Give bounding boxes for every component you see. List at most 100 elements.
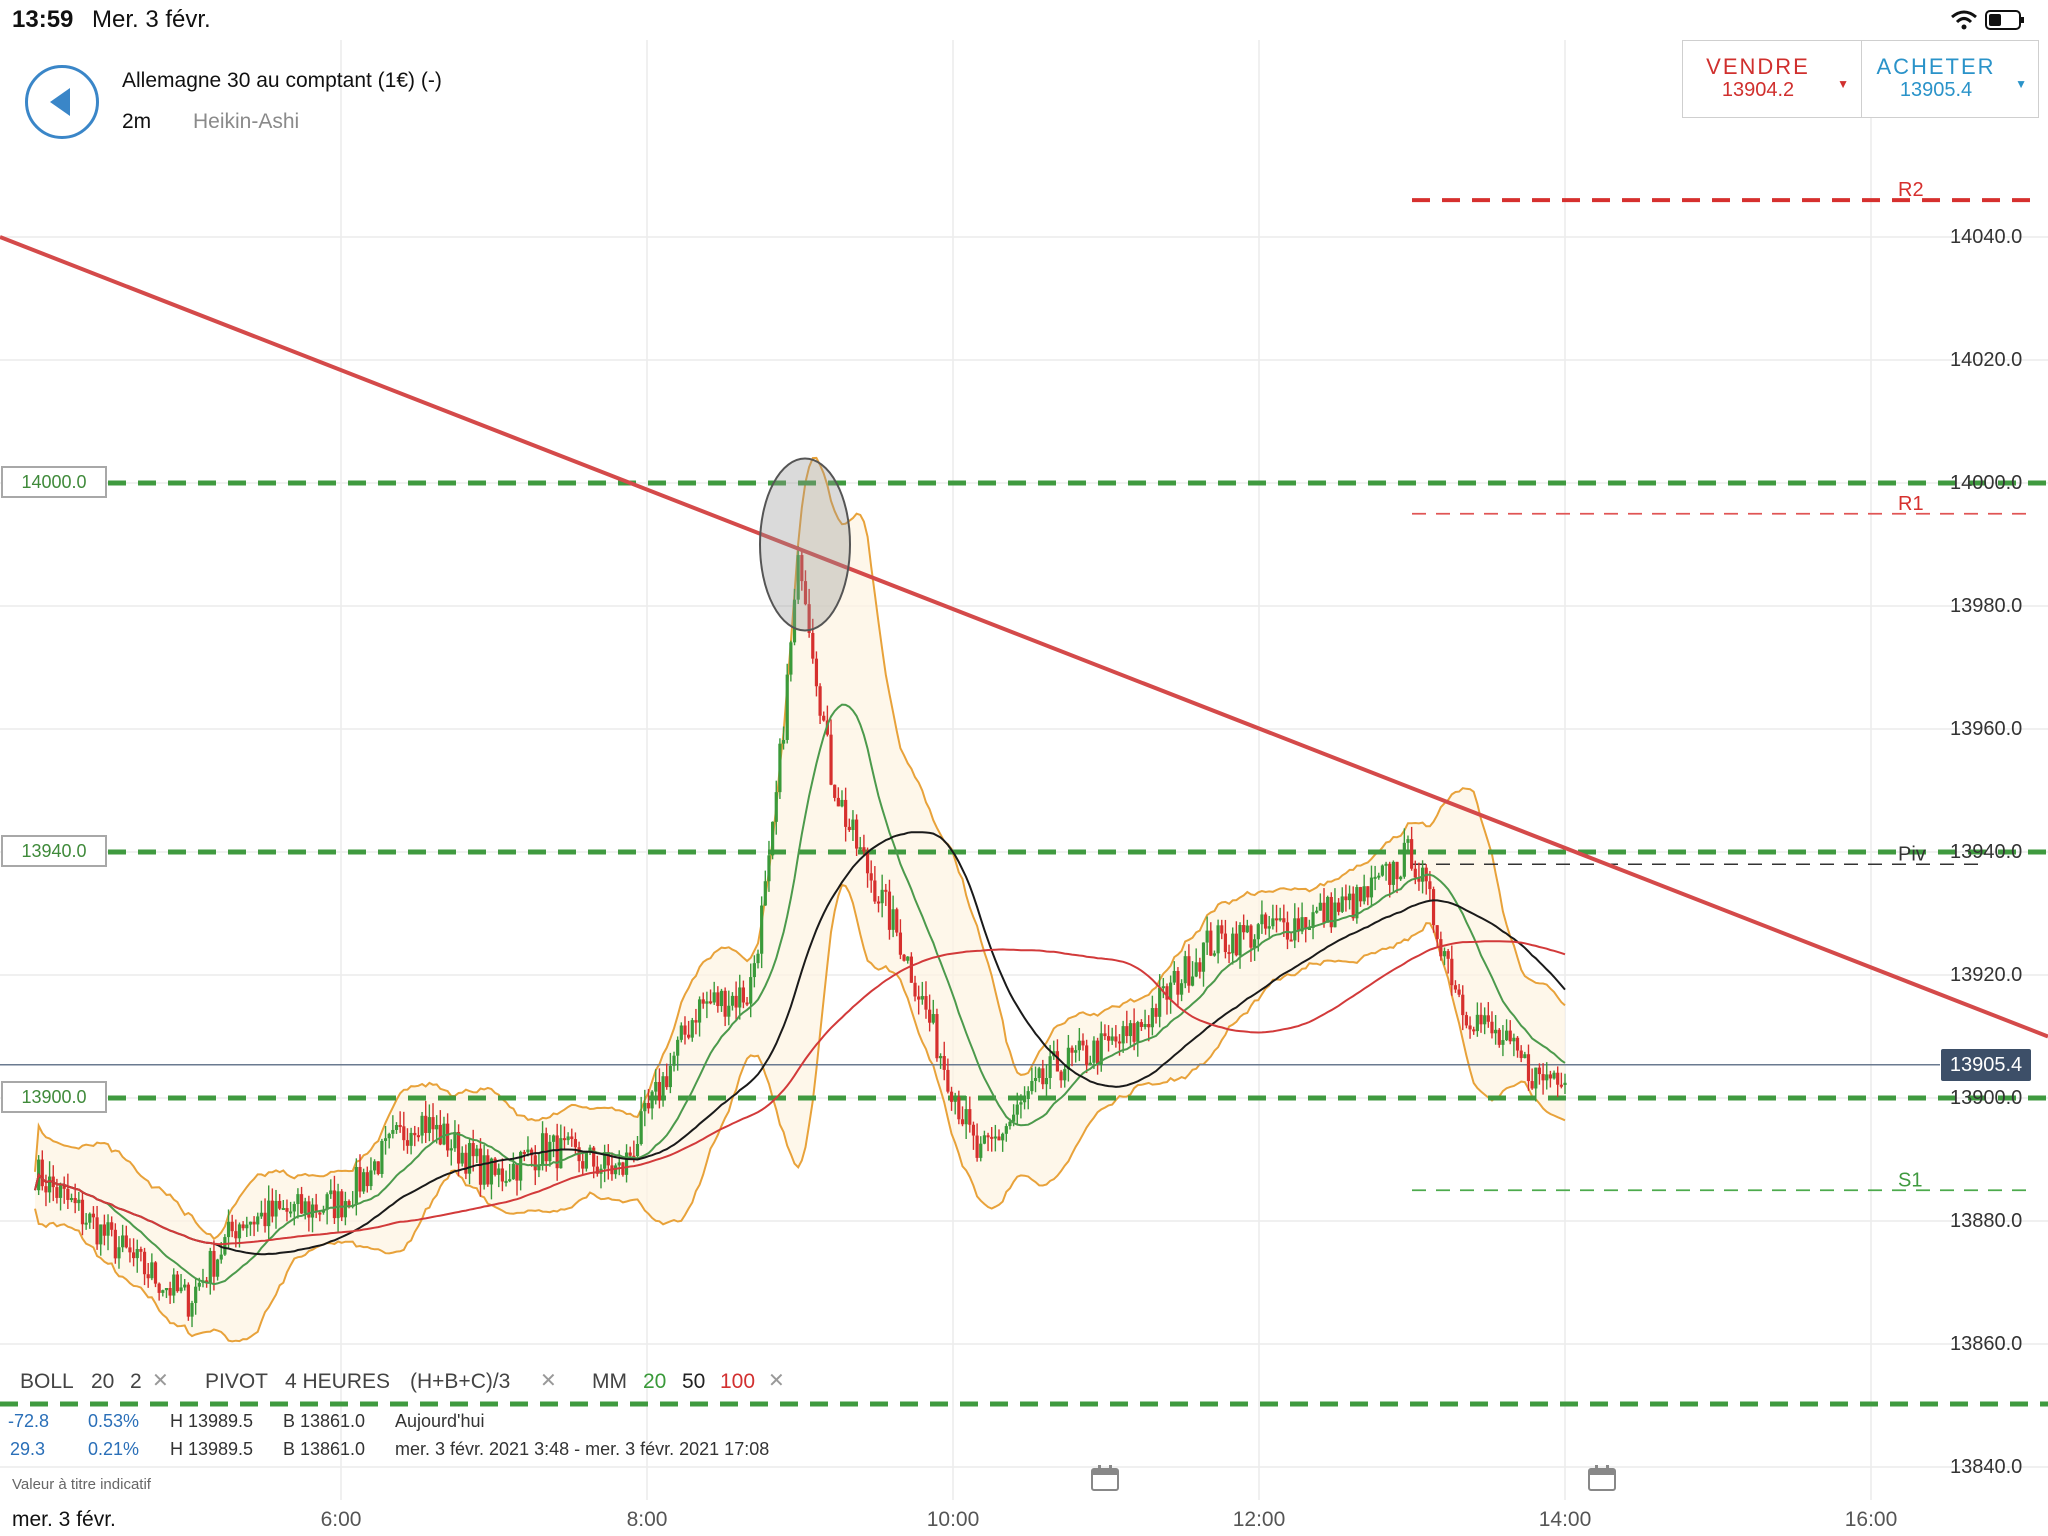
candle-body (121, 1235, 125, 1248)
level-tag-13900[interactable]: 13900.0 (1, 1081, 107, 1113)
candle-body (332, 1190, 337, 1219)
candle-body (562, 1138, 567, 1141)
candle-body (394, 1125, 399, 1130)
candle-body (460, 1152, 464, 1164)
sell-button[interactable]: VENDRE 13904.2 ▼ (1683, 41, 1862, 117)
candle-body (1318, 902, 1322, 911)
candle-body (840, 799, 844, 807)
candle-body (362, 1172, 366, 1192)
candle-body (515, 1163, 519, 1181)
candle-body (1136, 1022, 1140, 1042)
candle-body (1271, 918, 1275, 927)
candle-body (654, 1081, 658, 1092)
candle-body (1059, 1071, 1063, 1081)
candle-body (1088, 1062, 1092, 1066)
candle-body (95, 1217, 99, 1245)
level-tag-14000[interactable]: 14000.0 (1, 466, 107, 498)
candle-body (1410, 839, 1414, 869)
candle-body (237, 1224, 242, 1239)
timeframe[interactable]: 2m (122, 110, 152, 133)
candle-body (920, 996, 924, 1000)
candle-body (1556, 1072, 1560, 1085)
candle-body (409, 1132, 413, 1146)
candle-body (1041, 1068, 1045, 1085)
candle-body (935, 1014, 939, 1059)
candle-body (796, 555, 800, 600)
trade-panel: VENDRE 13904.2 ▼ ACHETER 13905.4 ▼ (1682, 40, 2039, 118)
candle-body (1121, 1026, 1125, 1044)
ma-name[interactable]: MM (592, 1370, 627, 1393)
buy-dropdown-icon[interactable]: ▼ (2015, 77, 2027, 91)
candle-body (789, 642, 793, 675)
candle-body (511, 1163, 515, 1180)
candle-body (124, 1235, 128, 1248)
candle-body (1497, 1029, 1501, 1045)
boll-name[interactable]: BOLL (20, 1370, 74, 1393)
candle-body (40, 1159, 44, 1187)
candle-body (1278, 918, 1282, 921)
x-tick: 14:00 (1538, 1508, 1592, 1531)
candle-body (902, 954, 906, 961)
candle-body (1311, 912, 1315, 929)
buy-button[interactable]: ACHETER 13905.4 ▼ (1861, 41, 2039, 117)
candle-body (230, 1221, 234, 1232)
candle-body (942, 1056, 946, 1070)
candle-body (537, 1165, 541, 1171)
candle-body (657, 1081, 662, 1101)
candle-body (248, 1221, 253, 1225)
candle-body (1242, 925, 1246, 933)
ma-100: 100 (720, 1370, 756, 1393)
candle-body (687, 1034, 691, 1038)
candle-body (1373, 876, 1377, 879)
candle-body (1220, 925, 1224, 934)
chart-type[interactable]: Heikin-Ashi (193, 110, 300, 133)
indicator-legend: BOLL 20 2 ✕ PIVOT 4 HEURES (H+B+C)/3 ✕ M… (0, 1364, 1200, 1404)
remove-ma-icon[interactable]: ✕ (768, 1370, 785, 1392)
candle-body (157, 1283, 161, 1293)
calendar-start-icon[interactable] (1090, 1464, 1120, 1492)
candle-body (975, 1135, 979, 1158)
candle-body (1326, 896, 1330, 923)
candle-body (340, 1191, 344, 1218)
candle-body (555, 1135, 559, 1169)
level-tag-13940[interactable]: 13940.0 (1, 835, 107, 867)
candle-body (1048, 1056, 1052, 1079)
candle-body (1355, 887, 1359, 919)
stat-low: B 13861.0 (283, 1411, 366, 1431)
candle-body (1296, 918, 1301, 932)
pivot-period: 4 HEURES (285, 1370, 391, 1393)
remove-pivot-icon[interactable]: ✕ (540, 1370, 557, 1392)
candle-body (862, 847, 866, 852)
back-button[interactable] (25, 65, 99, 139)
sell-dropdown-icon[interactable]: ▼ (1837, 77, 1849, 91)
candle-body (1472, 1029, 1476, 1032)
pivot-name[interactable]: PIVOT (205, 1370, 269, 1393)
candle-body (767, 855, 771, 882)
stat-pct: 0.53% (88, 1411, 140, 1431)
candle-body (172, 1274, 176, 1296)
candle-body (391, 1129, 395, 1134)
candle-body (909, 956, 913, 983)
remove-boll-icon[interactable]: ✕ (152, 1370, 169, 1392)
candle-body (639, 1111, 643, 1145)
candle-body (1519, 1050, 1523, 1059)
candle-body (960, 1119, 965, 1125)
candle-body (1147, 1024, 1151, 1028)
candle-body (968, 1109, 972, 1125)
candle-body (1209, 930, 1213, 956)
status-bar: 13:59 Mer. 3 févr. (0, 0, 2048, 40)
candle-body (1446, 951, 1450, 959)
candle-body (774, 792, 778, 822)
candle-body (161, 1290, 165, 1293)
instrument-name[interactable]: Allemagne 30 au comptant (1€) (-) (122, 69, 442, 92)
candle-body (1012, 1114, 1016, 1122)
candle-body (376, 1161, 380, 1174)
candle-body (1044, 1078, 1049, 1085)
candle-body (435, 1124, 439, 1130)
candle-body (1150, 1008, 1154, 1028)
status-date: Mer. 3 févr. (92, 6, 211, 33)
candle-body (1293, 918, 1297, 941)
x-tick: 12:00 (1232, 1508, 1286, 1531)
calendar-end-icon[interactable] (1587, 1464, 1617, 1492)
